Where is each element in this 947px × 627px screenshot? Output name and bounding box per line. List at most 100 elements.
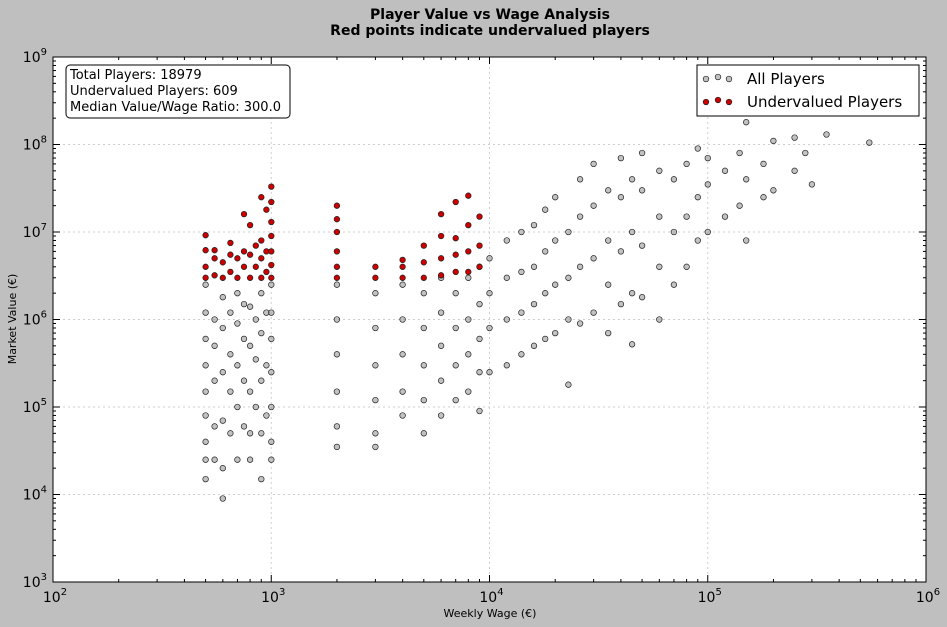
all-players-point: [333, 281, 341, 288]
undervalued-point: [202, 263, 209, 270]
all-players-point: [372, 443, 379, 451]
all-players-point: [476, 407, 483, 415]
chart-subtitle: Red points indicate undervalued players: [330, 23, 650, 39]
all-players-point: [704, 181, 711, 188]
legend-marker-point: [702, 75, 710, 83]
all-players-point: [605, 281, 612, 288]
all-players-point: [465, 351, 472, 358]
all-players-point: [263, 362, 270, 369]
all-players-point: [670, 176, 678, 183]
all-players-point: [628, 228, 636, 236]
all-players-point: [202, 456, 209, 463]
all-players-point: [530, 221, 538, 229]
all-players-point: [234, 456, 241, 463]
all-players-point: [530, 263, 538, 270]
all-players-point: [760, 194, 767, 201]
all-players-point: [802, 149, 809, 157]
all-players-point: [565, 228, 572, 236]
all-players-point: [694, 237, 701, 244]
legend-marker-point: [725, 75, 733, 83]
undervalued-point: [234, 255, 241, 262]
all-players-point: [420, 430, 427, 437]
all-players-point: [202, 335, 209, 343]
all-players-point: [736, 202, 743, 209]
grid: [53, 57, 926, 582]
all-players-point: [211, 377, 218, 384]
all-players-point: [605, 187, 612, 194]
stats-median-ratio: Median Value/Wage Ratio: 300.0: [70, 100, 281, 115]
chart-title: Player Value vs Wage Analysis: [370, 7, 610, 23]
all-players-point: [465, 274, 472, 281]
legend-marker-undervalued: [702, 96, 733, 106]
all-players-point: [268, 369, 275, 376]
all-players-point: [219, 495, 226, 502]
undervalued-point: [202, 247, 209, 254]
undervalued-point: [465, 221, 472, 229]
undervalued-point: [246, 274, 254, 281]
all-players-point: [590, 255, 597, 262]
all-players-point: [372, 430, 379, 437]
undervalued-point: [437, 272, 445, 279]
undervalued-point: [437, 255, 445, 262]
all-players-point: [452, 396, 459, 404]
all-players-point: [617, 154, 625, 162]
all-players-point: [258, 290, 265, 297]
all-players-point: [486, 290, 493, 297]
all-players-point: [704, 154, 711, 162]
all-players-point: [743, 237, 750, 244]
all-players-point: [590, 309, 597, 316]
undervalued-point: [437, 210, 445, 218]
all-players-point: [656, 213, 663, 220]
all-players-point: [518, 268, 525, 276]
all-players-point: [246, 456, 254, 463]
all-players-point: [258, 377, 265, 384]
all-players-point: [246, 430, 254, 437]
all-players-point: [605, 329, 612, 337]
all-players-point: [211, 423, 218, 430]
undervalued-point: [333, 274, 341, 281]
all-players-point: [372, 324, 379, 332]
all-players-point: [628, 176, 636, 183]
all-players-point: [518, 309, 525, 316]
legend-marker-all-players: [702, 73, 733, 83]
legend-marker-point: [714, 96, 722, 104]
all-players-point: [721, 167, 729, 174]
undervalued-point: [268, 218, 275, 226]
all-players-point: [399, 412, 406, 419]
all-players-point: [638, 242, 646, 249]
all-players-point: [518, 351, 525, 358]
undervalued-point: [202, 274, 209, 281]
all-players-point: [437, 342, 445, 349]
undervalued-point: [240, 210, 248, 218]
all-players-point: [760, 160, 767, 168]
all-players-point: [268, 281, 275, 288]
all-players-point: [628, 290, 636, 297]
all-players-point: [552, 329, 559, 337]
y-tick-label: 108: [23, 135, 47, 154]
all-players-point: [268, 403, 275, 411]
undervalued-point: [202, 232, 209, 239]
all-players-point: [252, 316, 259, 323]
all-players-point: [202, 475, 209, 483]
legend-label-all-players: All Players: [747, 70, 825, 88]
all-players-point: [252, 356, 259, 363]
undervalued-point: [465, 268, 472, 276]
undervalued-point: [399, 263, 406, 270]
all-players-point: [219, 369, 226, 376]
all-players-point: [721, 213, 729, 220]
all-players-point: [399, 388, 406, 395]
all-players-point: [202, 362, 209, 369]
all-players-point: [268, 456, 275, 463]
all-players-point: [333, 423, 341, 430]
all-players-point: [530, 342, 538, 349]
all-players-point: [552, 194, 559, 201]
all-players-point: [683, 213, 690, 220]
all-players-point: [333, 443, 341, 451]
all-players-point: [246, 303, 254, 310]
all-players-point: [617, 194, 625, 201]
all-players-point: [694, 145, 701, 152]
all-players-point: [743, 176, 750, 183]
all-players-point: [420, 396, 427, 404]
undervalued-point: [246, 221, 254, 229]
all-players-point: [486, 324, 493, 332]
